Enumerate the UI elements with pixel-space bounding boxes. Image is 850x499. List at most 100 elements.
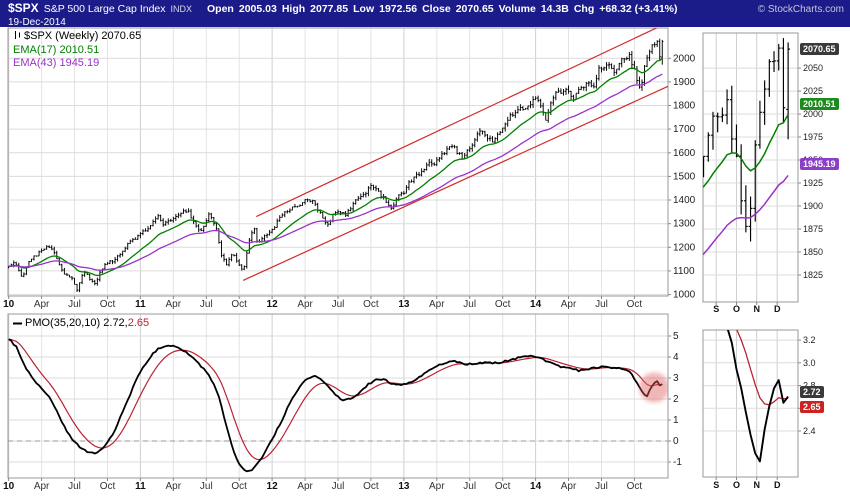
y-axis-label: 1600 bbox=[673, 148, 696, 159]
x-axis-label: 10 bbox=[3, 299, 15, 310]
x-axis-label: Apr bbox=[561, 299, 577, 310]
x-axis-label: Jul bbox=[68, 481, 81, 492]
scale-badge: 2010.51 bbox=[800, 98, 839, 110]
y-axis-label: 1875 bbox=[803, 224, 823, 234]
y-axis-label: 2 bbox=[673, 394, 679, 405]
x-axis-label: Oct bbox=[231, 299, 247, 310]
chart-date: 19-Dec-2014 bbox=[8, 17, 66, 28]
x-axis-label: Oct bbox=[627, 299, 643, 310]
close-label: Close bbox=[422, 3, 451, 15]
y-axis-label: 5 bbox=[673, 331, 679, 342]
x-axis-label: Apr bbox=[34, 481, 50, 492]
header-line1: $SPX S&P 500 Large Cap Index INDX Open 2… bbox=[8, 2, 844, 16]
y-axis-label: 1400 bbox=[673, 195, 696, 206]
index-name: S&P 500 Large Cap Index bbox=[43, 3, 166, 15]
x-axis-label: Apr bbox=[429, 299, 445, 310]
y-axis-label: 1975 bbox=[803, 132, 823, 142]
x-axis-label: Oct bbox=[363, 481, 379, 492]
y-axis-label: -1 bbox=[673, 457, 682, 468]
scale-badge: 1945.19 bbox=[800, 158, 839, 170]
x-axis-label: 11 bbox=[135, 299, 146, 310]
pmo-highlight-circle bbox=[639, 372, 668, 403]
y-axis-label: 1825 bbox=[803, 270, 823, 280]
series-label: $SPX (Weekly) 2070.65 bbox=[24, 30, 142, 42]
open-label: Open bbox=[207, 3, 234, 15]
x-axis-label: Oct bbox=[100, 481, 116, 492]
x-axis-label: 12 bbox=[267, 481, 279, 492]
mini-price-series bbox=[703, 38, 791, 256]
symbol-label: $SPX bbox=[8, 1, 39, 15]
y-axis-label: 3.2 bbox=[803, 335, 816, 345]
series-legend-row: $SPX (Weekly) 2070.65 bbox=[13, 30, 141, 44]
x-axis-label: Apr bbox=[297, 481, 313, 492]
x-axis-label: Apr bbox=[166, 299, 182, 310]
x-axis-label: 13 bbox=[398, 299, 410, 310]
y-axis-label: 1850 bbox=[803, 247, 823, 257]
chg-value: +68.32 (+3.41%) bbox=[599, 3, 678, 15]
x-axis-label: Jul bbox=[200, 299, 213, 310]
pmo-signal-value: 2.65 bbox=[127, 317, 150, 329]
x-axis-label: O bbox=[733, 480, 740, 490]
x-axis-label: Jul bbox=[332, 299, 345, 310]
x-axis-label: 11 bbox=[135, 481, 146, 492]
ema17-legend: EMA(17) 2010.51 bbox=[13, 44, 100, 56]
x-axis-label: 13 bbox=[398, 481, 410, 492]
y-axis-label: 4 bbox=[673, 352, 679, 363]
quote-line: Open 2005.03 High 2077.85 Low 1972.56 Cl… bbox=[207, 3, 677, 15]
y-axis-label: 2000 bbox=[673, 53, 696, 64]
y-axis-label: 1200 bbox=[673, 242, 696, 253]
ema43-legend: EMA(43) 1945.19 bbox=[13, 57, 100, 69]
header-line2: 19-Dec-2014 bbox=[8, 17, 844, 28]
scale-badge: 2.72 bbox=[800, 386, 824, 398]
exchange-label: INDX bbox=[170, 4, 193, 14]
x-axis-label: Jul bbox=[595, 481, 608, 492]
x-axis-label: Jul bbox=[463, 299, 476, 310]
y-axis-label: 1700 bbox=[673, 124, 696, 135]
y-axis-label: 1500 bbox=[673, 171, 696, 182]
y-axis-label: 1000 bbox=[673, 290, 696, 301]
y-axis-label: 1300 bbox=[673, 219, 696, 230]
high-label: High bbox=[281, 3, 306, 15]
x-axis-label: S bbox=[713, 304, 719, 314]
low-label: Low bbox=[353, 3, 375, 15]
x-axis-label: 14 bbox=[530, 299, 542, 310]
y-axis-label: 2000 bbox=[803, 109, 823, 119]
y-axis-label: 2.8 bbox=[803, 381, 816, 391]
x-axis-label: Apr bbox=[297, 299, 313, 310]
x-axis-label: Jul bbox=[595, 299, 608, 310]
x-axis-label: D bbox=[774, 480, 781, 490]
x-axis-label: 12 bbox=[267, 299, 279, 310]
pmo-series-icon bbox=[13, 318, 23, 330]
copyright-credit: © StockCharts.com bbox=[757, 4, 844, 15]
price-legend: $SPX (Weekly) 2070.65 EMA(17) 2010.51 EM… bbox=[13, 30, 141, 70]
pmo-legend: PMO(35,20,10) 2.72,2.65 bbox=[13, 317, 149, 330]
y-axis-label: 1925 bbox=[803, 178, 823, 188]
x-axis-label: 14 bbox=[530, 481, 542, 492]
x-axis-label: D bbox=[774, 304, 781, 314]
pmo-series bbox=[8, 338, 668, 473]
chg-label: Chg bbox=[573, 3, 595, 15]
pmo-label: PMO(35,20,10) bbox=[25, 317, 101, 329]
high-value: 2077.85 bbox=[310, 3, 349, 15]
open-value: 2005.03 bbox=[238, 3, 277, 15]
scale-badge: 2070.65 bbox=[800, 43, 839, 55]
ohlc-series-icon bbox=[13, 30, 22, 44]
x-axis-label: Oct bbox=[495, 299, 511, 310]
scale-badge: 2.65 bbox=[800, 401, 824, 413]
y-axis-label: 0 bbox=[673, 436, 679, 447]
y-axis-label: 1100 bbox=[673, 266, 695, 277]
y-axis-label: 1900 bbox=[803, 201, 823, 211]
y-axis-label: 1900 bbox=[673, 77, 696, 88]
x-axis-label: Jul bbox=[200, 481, 213, 492]
x-axis-label: Oct bbox=[627, 481, 643, 492]
y-axis-label: 1800 bbox=[673, 101, 696, 112]
x-axis-label: Oct bbox=[495, 481, 511, 492]
x-axis-label: Apr bbox=[166, 481, 182, 492]
volume-label: Volume bbox=[498, 3, 536, 15]
y-axis-label: 2.4 bbox=[803, 426, 816, 436]
x-axis-label: N bbox=[753, 304, 760, 314]
x-axis-label: Oct bbox=[231, 481, 247, 492]
volume-value: 14.3B bbox=[540, 3, 569, 15]
